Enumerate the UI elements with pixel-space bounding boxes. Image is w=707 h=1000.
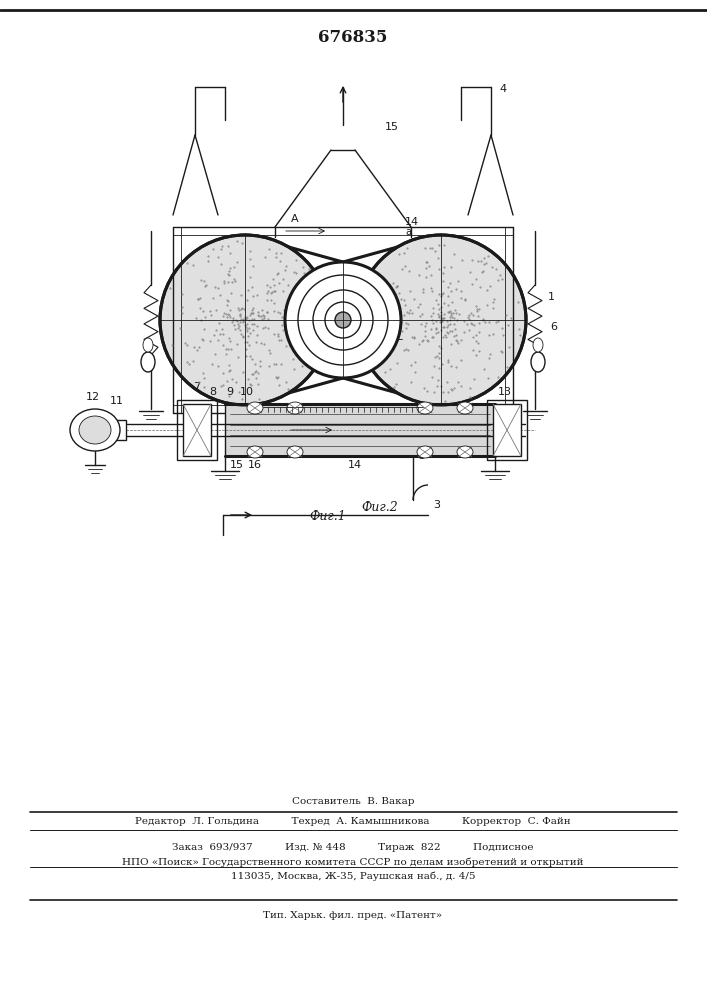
Text: 3: 3: [433, 500, 440, 510]
Text: 12: 12: [86, 392, 100, 402]
Text: 14: 14: [348, 460, 362, 470]
Text: Фиг.1: Фиг.1: [310, 510, 346, 523]
Text: 6: 6: [550, 322, 557, 332]
Bar: [263, 413, 408, 447]
Text: Редактор  Л. Гольдина          Техред  А. Камышникова          Корректор  С. Фай: Редактор Л. Гольдина Техред А. Камышнико…: [135, 816, 571, 826]
Circle shape: [160, 235, 330, 405]
Bar: [183, 404, 211, 456]
Text: А: А: [291, 214, 299, 224]
Circle shape: [335, 312, 351, 328]
Text: 15: 15: [385, 122, 399, 132]
Text: 5: 5: [418, 451, 425, 461]
Ellipse shape: [417, 446, 433, 458]
Text: А–А: А–А: [356, 324, 384, 338]
Text: а: а: [405, 227, 411, 237]
Text: 11: 11: [110, 396, 124, 406]
Text: 4: 4: [499, 84, 506, 94]
Ellipse shape: [417, 402, 433, 414]
Text: Заказ  693/937          Изд. № 448          Тираж  822          Подписное: Заказ 693/937 Изд. № 448 Тираж 822 Подпи…: [173, 844, 534, 852]
Ellipse shape: [287, 402, 303, 414]
Ellipse shape: [247, 402, 263, 414]
Text: А: А: [301, 417, 309, 427]
Text: 2: 2: [418, 441, 425, 451]
Text: 13: 13: [498, 387, 512, 397]
Circle shape: [325, 302, 361, 338]
Ellipse shape: [79, 416, 111, 444]
Text: 8: 8: [209, 387, 216, 397]
Circle shape: [356, 235, 526, 405]
Text: 15: 15: [230, 460, 244, 470]
Ellipse shape: [287, 446, 303, 458]
Text: 7: 7: [194, 382, 201, 392]
Text: 16: 16: [248, 460, 262, 470]
Text: 10: 10: [240, 387, 254, 397]
Bar: [225, 404, 495, 456]
Ellipse shape: [457, 446, 473, 458]
Text: 1: 1: [548, 292, 555, 302]
Ellipse shape: [533, 338, 543, 352]
Ellipse shape: [70, 409, 120, 451]
Ellipse shape: [247, 446, 263, 458]
Text: Тип. Харьк. фил. пред. «Патент»: Тип. Харьк. фил. пред. «Патент»: [264, 912, 443, 920]
Text: 14: 14: [405, 217, 419, 227]
Text: 9: 9: [226, 387, 233, 397]
Ellipse shape: [141, 352, 155, 372]
Text: Составитель  В. Вакар: Составитель В. Вакар: [292, 798, 414, 806]
Circle shape: [298, 275, 388, 365]
Bar: [114, 420, 126, 440]
Circle shape: [285, 262, 401, 378]
Bar: [177, 400, 217, 460]
Ellipse shape: [531, 352, 545, 372]
Ellipse shape: [457, 402, 473, 414]
Text: 676835: 676835: [318, 29, 387, 46]
Text: 113035, Москва, Ж-35, Раушская наб., д. 4/5: 113035, Москва, Ж-35, Раушская наб., д. …: [230, 871, 475, 881]
Bar: [493, 404, 521, 456]
Text: НПО «Поиск» Государственного комитета СССР по делам изобретений и открытий: НПО «Поиск» Государственного комитета СС…: [122, 857, 584, 867]
Text: Фиг.2: Фиг.2: [361, 501, 398, 514]
Bar: [487, 400, 527, 460]
Circle shape: [313, 290, 373, 350]
Ellipse shape: [143, 338, 153, 352]
